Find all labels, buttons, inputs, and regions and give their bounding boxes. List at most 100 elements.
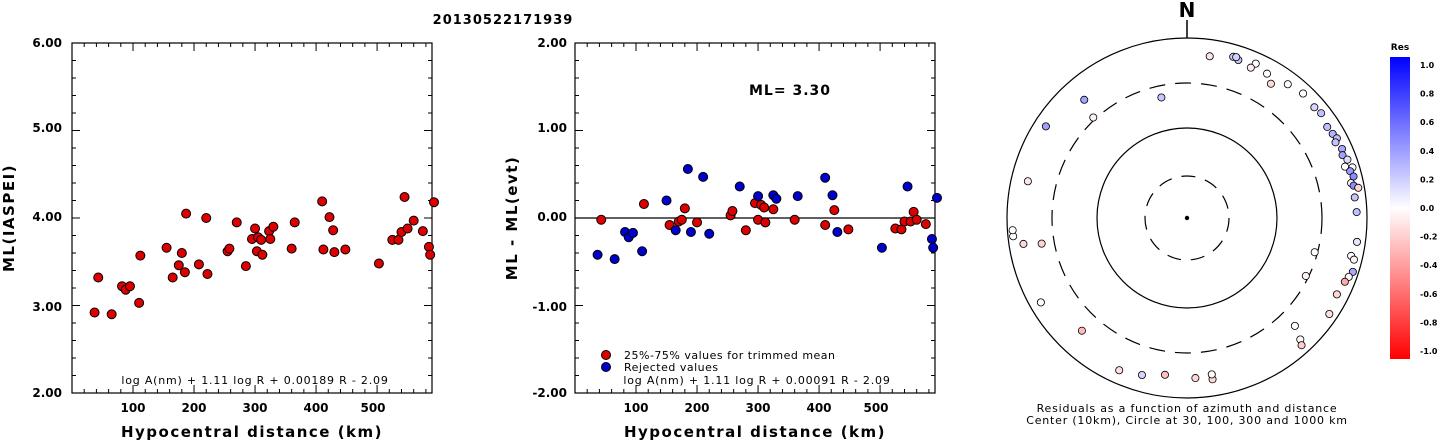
y-tick-label: 3.00 [32,300,62,314]
data-point [429,197,439,208]
data-point [704,228,715,239]
data-point [268,221,279,232]
range-ring-300km [1051,82,1323,354]
data-point [911,214,922,225]
legend-label-rejected: Rejected values [624,361,719,374]
data-point [760,217,771,228]
data-point [324,212,335,223]
legend-marker-trimmed [601,350,611,360]
data-point [698,171,709,182]
data-point [609,254,620,265]
data-point [256,234,267,245]
station-residual-point [1157,93,1166,102]
y-tick-label: 1.00 [537,121,567,135]
station-residual-point [1352,237,1361,246]
y-tick-label: -1.00 [532,300,567,314]
tick-marks [575,43,935,393]
y-tick-label: -2.00 [532,386,567,400]
station-residual-point [1246,63,1255,72]
data-point [771,193,782,204]
data-point [250,223,261,234]
x-tick-label: 500 [863,401,888,415]
range-ring-1000km [1006,37,1368,399]
station-residual-point [1350,255,1359,264]
station-residual-point [1077,326,1086,335]
data-point [627,227,638,238]
data-point [928,242,939,253]
colorbar-tick-label: -0.2 [1420,233,1437,242]
colorbar-tick-label: 0.2 [1420,175,1434,184]
data-point [740,225,751,236]
data-point [596,214,607,225]
station-residual-point [1340,277,1349,286]
data-point [926,234,937,244]
legend-label-trimmed: 25%-75% values for trimmed mean [624,349,836,362]
data-point [167,272,178,283]
colorbar-tick-label: -0.8 [1420,318,1437,327]
data-point [679,203,690,214]
colorbar-tick-label: 1.0 [1420,61,1435,70]
colorbar-tick-label: -0.6 [1420,290,1437,299]
ml-iaspei-panel: 2.00 3.00 4.00 5.00 6.00 100 200 300 400… [0,36,439,441]
station-residual-point [1338,151,1347,160]
station-residual-point [1037,239,1046,248]
station-residual-point [1343,155,1352,164]
data-point [692,217,703,228]
data-point [638,199,649,209]
range-ring-30km [1144,175,1230,261]
station-residual-point [1325,309,1334,318]
colorbar: Res 1.0 0.8 0.6 0.4 0.2 0.0 -0.2 -0.4 -0.6 -0.8 -1… [1390,43,1437,359]
station-residual-point [1191,374,1200,383]
data-point [685,227,696,237]
data-point [193,259,204,270]
data-point [286,243,297,254]
station-residual-point [1352,208,1361,217]
data-point [932,192,942,203]
data-point [135,250,146,261]
range-ring-100km [1096,127,1278,309]
station-residual-point [1349,172,1358,181]
station-residual-point [1205,52,1214,61]
station-residual-point [1089,113,1098,122]
data-point [173,260,184,271]
data-point [399,192,410,202]
data-point [661,195,672,206]
data-point [792,191,803,202]
x-tick-label: 200 [181,401,206,415]
data-point [592,249,603,260]
data-point [373,258,384,269]
station-residual-point [1299,89,1308,98]
station-residual-point [1332,290,1341,299]
data-point [408,215,419,226]
station-residual-point [1310,103,1319,112]
y-axis-label: ML - ML(evt) [503,156,521,280]
data-point [289,217,300,228]
x-tick-label: 100 [120,401,145,415]
station-residual-point [1008,226,1017,235]
data-point [181,208,192,219]
station-residual-point [1290,321,1299,330]
data-point [417,226,428,237]
north-label: N [1179,0,1196,22]
colorbar-labels: 1.0 0.8 0.6 0.4 0.2 0.0 -0.2 -0.4 -0.6 -0.8 -1.0 [1420,61,1437,356]
data-points [89,192,439,320]
station-residual-point [1019,239,1028,248]
data-point [124,281,135,292]
map-caption-line2: Center (10km), Circle at 30, 100, 300 an… [1026,414,1348,427]
station-residual-point [1207,370,1216,379]
station-residual-point [1354,183,1363,192]
colorbar-tick-label: 0.8 [1420,90,1435,99]
data-point [176,248,187,258]
station-residual-point [1301,271,1310,280]
colorbar-tick-label: -0.4 [1420,261,1437,270]
x-tick-label: 500 [360,401,385,415]
station-residual-point [1160,370,1169,379]
data-point [832,227,843,237]
data-point [240,261,251,272]
colorbar-tick-label: 0.6 [1420,118,1435,127]
ml-residual-panel: -2.00 -1.00 0.00 1.00 2.00 100 200 300 4… [503,36,942,441]
station-residual-point [1310,248,1319,257]
station-residual-point [1023,177,1032,186]
data-point [340,244,351,255]
x-tick-label: 400 [303,401,328,415]
